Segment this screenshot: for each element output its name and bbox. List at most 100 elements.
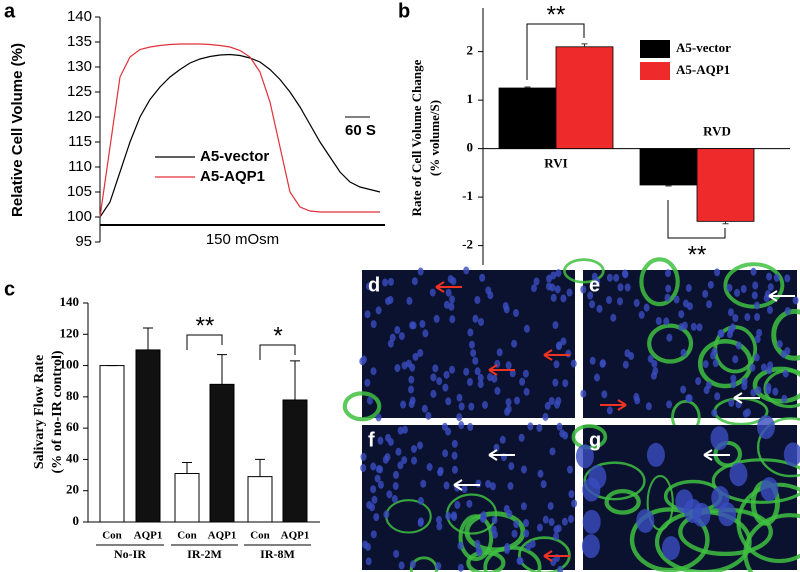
bar — [247, 476, 273, 523]
nucleus — [582, 477, 601, 502]
nucleus — [707, 280, 714, 289]
nucleus — [437, 468, 444, 477]
nucleus — [606, 273, 613, 282]
nucleus — [666, 333, 673, 342]
nucleus — [750, 267, 757, 276]
nucleus — [365, 557, 372, 566]
nucleus — [406, 296, 413, 305]
nucleus — [606, 296, 613, 305]
nucleus — [617, 297, 624, 306]
nucleus — [511, 339, 518, 348]
nucleus — [432, 364, 439, 373]
micrograph: d — [342, 266, 577, 422]
nucleus — [468, 340, 475, 349]
significance-bracket — [259, 344, 296, 360]
nucleus — [765, 386, 772, 395]
nucleus — [567, 515, 574, 524]
nucleus — [559, 429, 566, 438]
nucleus — [426, 463, 433, 472]
nucleus — [475, 545, 482, 554]
nucleus — [387, 277, 394, 286]
nucleus — [542, 515, 549, 524]
nucleus — [581, 534, 600, 559]
nucleus — [624, 283, 631, 292]
y-tick-label: 120 — [60, 325, 80, 340]
nucleus — [533, 277, 540, 286]
nucleus — [784, 274, 791, 283]
nucleus — [702, 360, 709, 369]
nucleus — [760, 363, 767, 372]
nucleus — [463, 266, 470, 275]
nucleus — [729, 462, 748, 487]
nucleus — [387, 437, 394, 446]
nucleus — [451, 439, 458, 448]
bar — [209, 383, 235, 523]
nucleus — [458, 402, 465, 411]
nucleus — [494, 386, 501, 395]
nucleus — [387, 339, 394, 348]
nucleus — [643, 303, 650, 312]
y-tick-label: 110 — [68, 158, 92, 175]
nucleus — [756, 328, 763, 337]
nucleus — [409, 363, 416, 372]
nucleus — [523, 518, 530, 527]
y-tick-label: 140 — [67, 8, 92, 25]
nucleus — [601, 390, 608, 399]
nucleus — [518, 433, 525, 442]
category-label: RVD — [703, 124, 731, 139]
legend-swatch — [640, 40, 670, 58]
nucleus — [650, 371, 657, 380]
nucleus — [433, 314, 440, 323]
nucleus — [621, 269, 628, 278]
nucleus — [401, 456, 408, 465]
nucleus — [457, 541, 464, 550]
nucleus — [673, 295, 680, 304]
nucleus — [472, 314, 479, 323]
nucleus — [436, 377, 443, 386]
nucleus — [395, 447, 402, 456]
nucleus — [752, 281, 759, 290]
nucleus — [409, 396, 416, 405]
nucleus — [575, 444, 594, 469]
nucleus — [772, 387, 779, 396]
nucleus — [622, 360, 629, 369]
y-tick-label: 135 — [67, 33, 92, 50]
nucleus — [485, 479, 492, 488]
y-tick-label: 140 — [60, 294, 80, 309]
nucleus — [666, 400, 673, 409]
x-tick-label: Con — [177, 530, 197, 542]
nucleus — [477, 373, 484, 382]
nucleus — [556, 422, 563, 431]
nucleus — [753, 353, 760, 362]
nucleus — [470, 349, 477, 358]
nucleus — [505, 398, 512, 407]
x-tick-label: AQP1 — [134, 530, 163, 542]
nucleus — [651, 359, 658, 368]
y-tick-label: 120 — [67, 108, 92, 125]
nucleus — [456, 413, 463, 422]
x-tick-label: AQP1 — [281, 530, 310, 542]
nucleus — [750, 388, 757, 397]
nucleus — [740, 284, 747, 293]
bar — [555, 46, 614, 150]
nucleus — [755, 386, 762, 395]
nucleus — [425, 411, 432, 420]
nucleus — [397, 426, 404, 435]
nucleus — [491, 516, 498, 525]
panel-letter: c — [4, 278, 15, 300]
nucleus — [370, 462, 377, 471]
nucleus — [696, 323, 703, 332]
nucleus — [548, 518, 555, 527]
y-tick-label: 1 — [467, 91, 474, 106]
nucleus — [547, 502, 554, 511]
nucleus — [421, 404, 428, 413]
nucleus — [550, 271, 557, 280]
nucleus — [718, 502, 737, 527]
nucleus — [561, 517, 568, 526]
nucleus — [429, 288, 436, 297]
nucleus — [489, 482, 496, 491]
nucleus — [411, 277, 418, 286]
nucleus — [542, 412, 549, 421]
arrow — [543, 349, 570, 361]
nucleus — [566, 465, 573, 474]
